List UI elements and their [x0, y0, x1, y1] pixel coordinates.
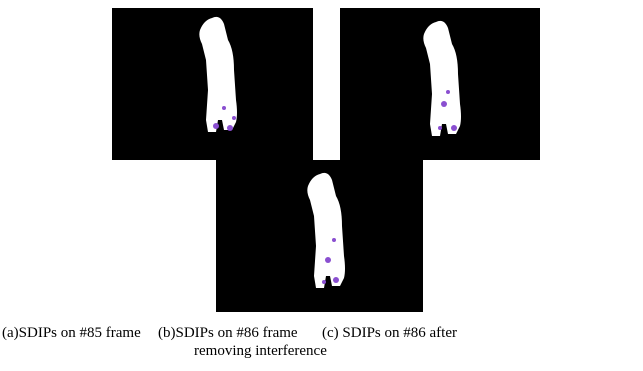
frame-a-image [112, 8, 313, 160]
caption-a: (a)SDIPs on #85 frame [2, 324, 141, 342]
caption-c: (c) SDIPs on #86 after [322, 324, 457, 342]
page: (a)SDIPs on #85 frame (b)SDIPs on #86 fr… [0, 0, 643, 371]
caption-c-continuation: removing interference [194, 342, 327, 360]
caption-b: (b)SDIPs on #86 frame [158, 324, 298, 342]
frame-b-image [340, 8, 540, 160]
frame-c-image [216, 160, 423, 312]
